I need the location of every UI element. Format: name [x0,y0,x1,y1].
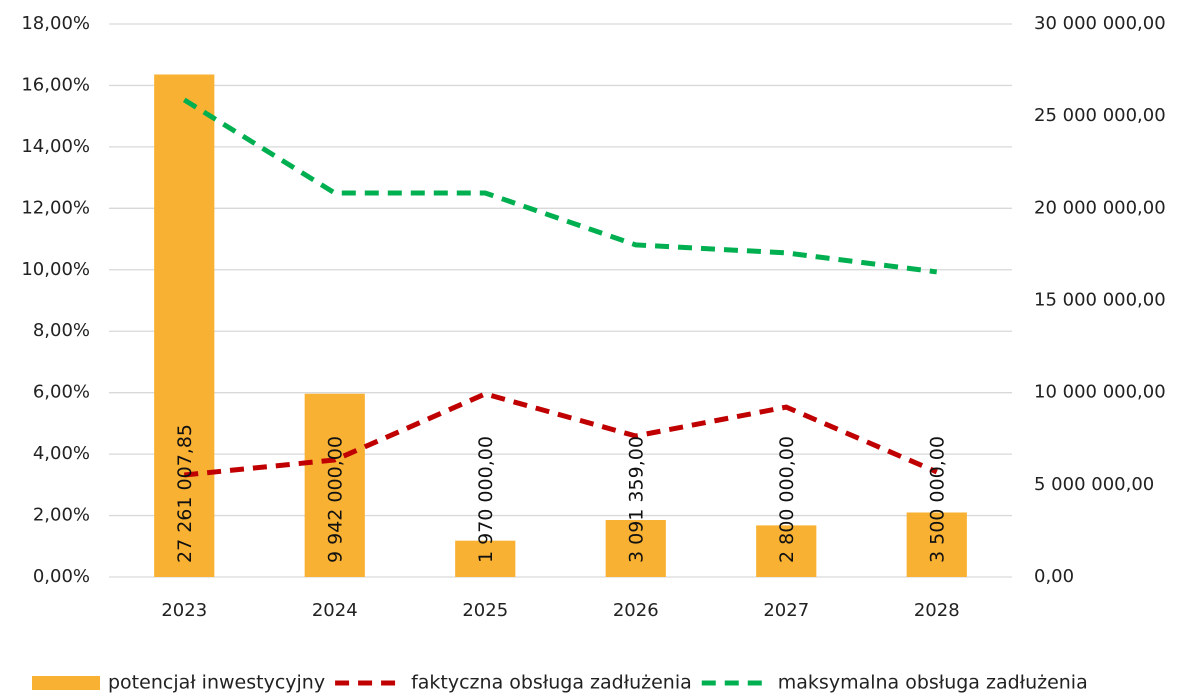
y2-tick-label: 15 000 000,00 [1034,290,1166,311]
x-tick-label: 2024 [312,600,358,621]
y2-tick-label: 25 000 000,00 [1034,105,1166,126]
data-label: 3 091 359,00 [625,436,647,563]
y-tick-label: 0,00% [33,566,90,587]
bar [154,74,215,577]
y-tick-label: 16,00% [21,74,90,95]
y2-tick-label: 20 000 000,00 [1034,197,1166,218]
x-tick-label: 2026 [613,600,659,621]
data-label: 3 500 000,00 [926,436,948,563]
y-tick-label: 2,00% [33,505,90,526]
y-tick-label: 10,00% [21,259,90,280]
y2-tick-label: 5 000 000,00 [1034,474,1154,495]
y-tick-label: 12,00% [21,197,90,218]
bar [756,525,817,577]
x-tick-label: 2023 [161,600,207,621]
y2-tick-label: 10 000 000,00 [1034,382,1166,403]
legend-label: potencjał inwestycyjny [108,672,325,694]
x-tick-label: 2027 [763,600,809,621]
bar [455,540,516,577]
bar [605,520,666,577]
bar [304,393,365,577]
x-tick-label: 2025 [462,600,508,621]
x-tick-label: 2028 [914,600,960,621]
line [182,97,938,275]
bar [906,512,967,577]
data-label: 9 942 000,00 [324,436,346,563]
line [184,391,938,478]
y-tick-label: 14,00% [21,136,90,157]
data-label: 27 261 007,85 [174,424,196,563]
legend-label: faktyczna obsługa zadłużenia [411,672,692,694]
y2-tick-label: 30 000 000,00 [1034,13,1166,34]
y-tick-label: 8,00% [33,320,90,341]
data-label: 1 970 000,00 [475,436,497,563]
legend-swatch [32,676,100,690]
y2-tick-label: 0,00 [1034,566,1074,587]
y-tick-label: 6,00% [33,382,90,403]
data-label: 2 800 000,00 [776,436,798,563]
y-tick-label: 4,00% [33,443,90,464]
legend-label: maksymalna obsługa zadłużenia [778,672,1088,694]
y-tick-label: 18,00% [21,13,90,34]
